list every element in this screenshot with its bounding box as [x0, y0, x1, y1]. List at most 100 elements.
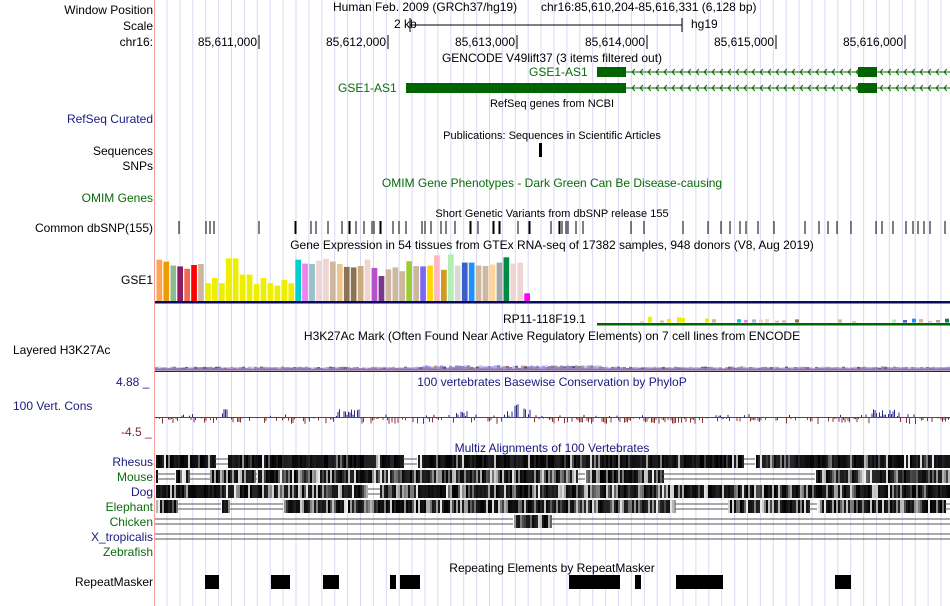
multiz-alignment-block — [912, 485, 914, 498]
multiz-alignment-block — [434, 455, 436, 468]
cons-positive-bar — [223, 409, 225, 417]
multiz-alignment-block — [716, 485, 718, 498]
multiz-alignment-block — [642, 470, 644, 483]
multiz-alignment-block — [820, 500, 822, 513]
dbsnp-track-title[interactable]: Short Genetic Variants from dbSNP releas… — [435, 208, 669, 220]
multiz-alignment-block — [850, 485, 852, 498]
multiz-species-label-chicken[interactable]: Chicken — [109, 515, 153, 529]
multiz-alignment-block — [940, 485, 942, 498]
multiz-alignment-block — [246, 470, 248, 483]
h3k27ac-track-title[interactable]: H3K27Ac Mark (Often Found Near Active Re… — [303, 329, 801, 343]
gtex-tissue-bar — [434, 255, 440, 301]
multiz-alignment-block — [542, 515, 544, 528]
multiz-alignment-block — [740, 500, 742, 513]
multiz-alignment-block — [508, 455, 510, 468]
publications-track-title[interactable]: Publications: Sequences in Scientific Ar… — [443, 130, 661, 142]
cons-positive-bar — [345, 411, 346, 417]
multiz-species-label-elephant[interactable]: Elephant — [105, 500, 153, 514]
multiz-alignment-block — [318, 485, 320, 498]
multiz-track-title[interactable]: Multiz Alignments of 100 Vertebrates — [454, 441, 650, 455]
multiz-alignment-block — [856, 470, 858, 483]
h3k27ac-signal — [698, 367, 701, 370]
multiz-alignment-block — [282, 470, 284, 483]
cons-negative-bar — [237, 417, 238, 422]
h3k27ac-signal — [308, 368, 311, 370]
h3k27ac-label[interactable]: Layered H3K27Ac — [13, 343, 111, 357]
multiz-alignment-block — [412, 470, 414, 483]
multiz-alignment-block — [878, 470, 880, 483]
multiz-species-label-dog[interactable]: Dog — [130, 485, 153, 499]
multiz-alignment-block — [560, 455, 562, 468]
gtex-tissue-bar — [198, 264, 204, 301]
multiz-species-label-mouse[interactable]: Mouse — [116, 470, 153, 484]
multiz-species-label-rhesus[interactable]: Rhesus — [112, 455, 153, 469]
refseq-track-title[interactable]: RefSeq genes from NCBI — [489, 98, 615, 110]
multiz-alignment-block — [872, 485, 874, 498]
multiz-alignment-block — [654, 500, 656, 513]
common-dbsnp-label[interactable]: Common dbSNP(155) — [34, 221, 153, 235]
h3k27ac-signal — [917, 368, 920, 370]
multiz-alignment-block — [170, 455, 172, 468]
h3k27ac-signal — [926, 367, 929, 370]
snps-label[interactable]: SNPs — [122, 159, 153, 173]
cons-label[interactable]: 100 Vert. Cons — [13, 399, 93, 413]
gtex-gene-label-rp11[interactable]: RP11-118F19.1 — [503, 312, 586, 326]
repeatmasker-track-title[interactable]: Repeating Elements by RepeatMasker — [449, 561, 655, 575]
h3k27ac-signal — [914, 367, 917, 370]
gtex-tissue-bar — [427, 265, 433, 301]
cons-negative-bar — [394, 417, 396, 424]
h3k27ac-signal — [494, 366, 497, 370]
multiz-alignment-block — [812, 485, 814, 498]
gtex-track-title[interactable]: Gene Expression in 54 tissues from GTEx … — [290, 238, 814, 252]
position-readout[interactable]: chr16:85,610,204-85,616,331 (6,128 bp) — [541, 0, 757, 14]
refseq-curated-label[interactable]: RefSeq Curated — [66, 112, 153, 126]
h3k27ac-signal — [437, 366, 440, 370]
gene-label-gse1-as1-b[interactable]: GSE1-AS1 — [338, 81, 397, 95]
strand-arrow-icon — [799, 68, 804, 76]
gtex-tissue-bar — [413, 266, 419, 301]
multiz-alignment-block — [378, 470, 380, 483]
multiz-alignment-block — [448, 455, 450, 468]
multiz-alignment-block — [694, 455, 696, 468]
h3k27ac-signal — [506, 367, 509, 370]
multiz-alignment-block — [400, 500, 402, 513]
multiz-alignment-block — [842, 470, 844, 483]
h3k27ac-signal — [704, 368, 707, 370]
omim-genes-label[interactable]: OMIM Genes — [81, 191, 153, 205]
multiz-alignment-block — [548, 500, 550, 513]
multiz-alignment-block — [212, 485, 214, 498]
multiz-alignment-block — [924, 455, 926, 468]
cons-track-title[interactable]: 100 vertebrates Basewise Conservation by… — [417, 375, 687, 389]
multiz-alignment-block — [608, 455, 610, 468]
multiz-alignment-block — [298, 470, 300, 483]
multiz-alignment-block — [310, 500, 312, 513]
gtex-rp11-tissue-bar — [775, 320, 779, 323]
multiz-alignment-block — [900, 470, 902, 483]
cons-negative-bar — [652, 417, 654, 423]
ruler-tick-label: 85,612,000 — [325, 35, 386, 49]
sequences-label[interactable]: Sequences — [92, 144, 153, 158]
h3k27ac-signal — [674, 367, 677, 370]
multiz-alignment-block — [322, 485, 324, 498]
h3k27ac-signal — [890, 367, 893, 370]
gene-label-gse1-as1-a[interactable]: GSE1-AS1 — [529, 65, 588, 79]
h3k27ac-signal — [365, 367, 368, 370]
multiz-alignment-block — [932, 485, 934, 498]
multiz-alignment-block — [634, 470, 636, 483]
multiz-alignment-block — [564, 500, 566, 513]
gencode-track-title[interactable]: GENCODE V49lift37 (3 items filtered out) — [441, 51, 663, 65]
h3k27ac-signal — [605, 367, 608, 370]
strand-arrow-icon — [751, 68, 756, 76]
multiz-alignment-block — [788, 455, 790, 468]
multiz-species-label-x_tropicalis[interactable]: X_tropicalis — [90, 530, 153, 544]
repeatmasker-label[interactable]: RepeatMasker — [74, 575, 153, 589]
multiz-species-label-zebrafish[interactable]: Zebrafish — [102, 545, 153, 559]
omim-track-title[interactable]: OMIM Gene Phenotypes - Dark Green Can Be… — [381, 176, 723, 190]
multiz-alignment-block — [536, 485, 538, 498]
cons-negative-bar — [490, 417, 492, 421]
multiz-alignment-block — [244, 485, 246, 498]
multiz-alignment-block — [774, 485, 776, 498]
multiz-alignment-block — [196, 455, 198, 468]
gtex-gene-label-gse1[interactable]: GSE1 — [120, 273, 153, 287]
